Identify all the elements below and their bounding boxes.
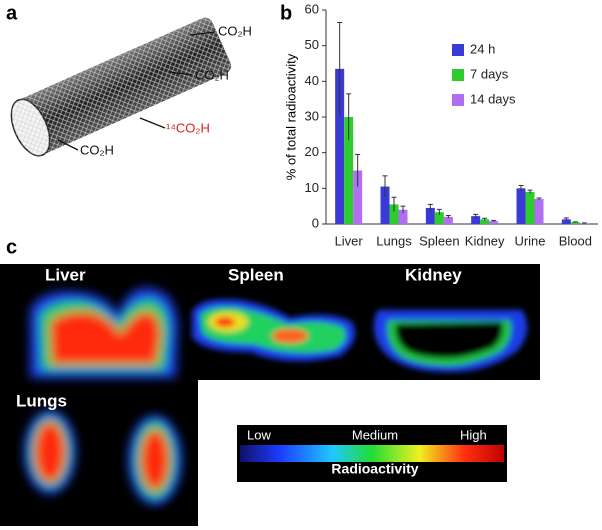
colorbar-label: Low [247,427,271,442]
legend-swatch [452,94,464,106]
y-tick-label: 60 [305,1,319,16]
bar [353,170,363,224]
bar-chart: 0 10 20 30 40 50 60 Liver Lungs Spleen Kidney Urine… [305,1,598,248]
legend-label: 24 h [470,41,495,56]
bar [389,204,399,224]
molecule-label: CO₂H [218,23,252,38]
molecule-label: CO₂H [195,67,229,82]
molecule-label: ¹⁴CO₂H [166,120,210,135]
bar [516,188,526,224]
legend-swatch [452,44,464,56]
bar [380,186,390,224]
heatmaps [0,264,540,526]
bar [425,207,435,224]
colorbar-label: High [460,427,487,442]
y-tick-label: 20 [305,144,319,159]
image-label: Lungs [16,391,67,410]
bar [561,219,571,224]
bar [570,222,580,224]
bar [398,209,408,224]
colorbar [237,425,507,482]
colorbar-label: Medium [352,427,398,442]
image-label: Kidney [405,265,462,284]
bar [434,212,444,224]
nanotube [10,17,232,157]
bar [344,117,354,224]
x-tick-label: Blood [559,233,592,248]
panel-label: c [6,236,17,258]
bar [534,199,544,224]
panel-label: b [280,2,292,24]
legend-label: 14 days [470,91,516,106]
x-tick-label: Liver [335,233,364,248]
panel-label: a [6,2,18,24]
image-label: Spleen [228,265,284,284]
molecule-label: CO₂H [80,142,114,157]
colorbar-title: Radioactivity [331,461,418,477]
y-tick-label: 30 [305,108,319,123]
y-axis-label: % of total radioactivity [283,53,298,180]
y-tick-label: 50 [305,37,319,52]
bar [525,191,535,224]
image-label: Liver [45,265,86,284]
y-tick-label: 40 [305,73,319,88]
bar [471,216,481,224]
bar [480,219,490,224]
y-tick-label: 0 [312,215,319,230]
legend-swatch [452,69,464,81]
legend-label: 7 days [470,66,509,81]
bar [443,216,453,224]
x-tick-label: Spleen [419,233,459,248]
x-tick-label: Kidney [465,233,505,248]
bar [579,223,589,224]
x-tick-label: Lungs [376,233,412,248]
bar [489,221,499,224]
x-tick-label: Urine [514,233,545,248]
bar [335,68,345,224]
y-tick-label: 10 [305,180,319,195]
